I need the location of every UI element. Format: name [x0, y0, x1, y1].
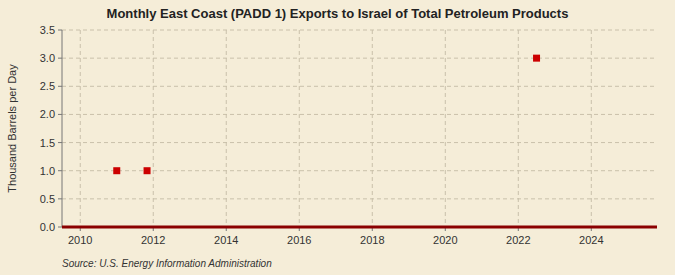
- x-tick-label: 2012: [141, 234, 165, 246]
- x-tick-label: 2024: [579, 234, 603, 246]
- y-tick: [58, 30, 62, 31]
- y-tick-label: 0.5: [40, 193, 55, 205]
- x-tick-label: 2010: [68, 234, 92, 246]
- source: Source: U.S. Energy Information Administ…: [62, 258, 272, 269]
- x-axis-line: [62, 227, 657, 228]
- point: [113, 167, 120, 174]
- x-grid-line: [445, 30, 446, 227]
- y-tick-label: 1.5: [40, 137, 55, 149]
- x-grid-line: [80, 30, 81, 227]
- y-tick: [58, 58, 62, 59]
- y-tick-label: 0.0: [40, 221, 55, 233]
- point: [144, 167, 151, 174]
- y-tick: [58, 170, 62, 171]
- title: Monthly East Coast (PADD 1) Exports to I…: [107, 6, 569, 21]
- y-grid-line: [62, 227, 657, 228]
- y-grid-line: [62, 86, 657, 87]
- y-tick: [58, 114, 62, 115]
- point: [533, 55, 540, 62]
- x-grid-line: [299, 30, 300, 227]
- plot-area: [62, 55, 657, 227]
- y-tick-label: 1.0: [40, 165, 55, 177]
- y-grid-line: [62, 198, 657, 199]
- grid: [62, 30, 657, 227]
- x-tick-label: 2016: [287, 234, 311, 246]
- x-grid-line: [518, 30, 519, 227]
- x-tick-label: 2018: [360, 234, 384, 246]
- chart: Monthly East Coast (PADD 1) Exports to I…: [0, 0, 675, 275]
- y-grid-line: [62, 114, 657, 115]
- y-grid-line: [62, 142, 657, 143]
- y-tick-label: 2.0: [40, 108, 55, 120]
- y-grid-line: [62, 30, 657, 31]
- x-grid-line: [153, 30, 154, 227]
- y-tick-label: 3.0: [40, 52, 55, 64]
- x-grid-line: [226, 30, 227, 227]
- x-tick-label: 2022: [506, 234, 530, 246]
- zero-line: [62, 226, 657, 229]
- y-grid-line: [62, 58, 657, 59]
- y-axis-line: [62, 30, 63, 227]
- x-tick-label: 2014: [214, 234, 238, 246]
- x-grid-line: [372, 30, 373, 227]
- axes: 0.0 0.5 1.0 1.5 2.0 2.5 3.0 3.5 2010 2012 2014 2016…: [40, 24, 657, 246]
- y-grid-line: [62, 170, 657, 171]
- y-tick: [58, 198, 62, 199]
- y-tick: [58, 142, 62, 143]
- y-tick: [58, 86, 62, 87]
- y-axis-label: Thousand Barrels per Day: [6, 64, 18, 193]
- x-grid-line: [591, 30, 592, 227]
- y-tick: [58, 227, 62, 228]
- y-tick-label: 3.5: [40, 24, 55, 36]
- x-tick-label: 2020: [433, 234, 457, 246]
- y-tick-label: 2.5: [40, 80, 55, 92]
